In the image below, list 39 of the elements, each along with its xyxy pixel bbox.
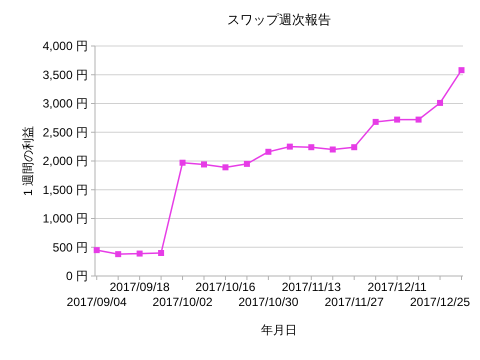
point [308,144,314,150]
point [416,116,422,123]
y-tick-label: 0 円 [66,269,88,283]
point [158,250,164,256]
y-tick-label: 1,500 円 [42,182,88,197]
point [94,247,100,254]
y-tick-label: 3,000 円 [42,96,88,110]
point [351,144,358,150]
x-tick-label: 2017/09/04 [66,295,128,309]
point [244,160,250,167]
point [394,116,400,123]
x-tick-label: 2017/10/30 [238,295,299,309]
x-tick-label: 2017/09/18 [110,280,170,294]
y-tick-label: 4,000 円 [42,39,88,53]
x-axis-title: 年月日 [261,323,297,337]
x-tick-label: 2017/12/11 [368,280,428,294]
y-axis-title: 1 週間の利益 [21,126,35,196]
point [222,164,228,170]
x-tick-label: 2017/11/27 [324,295,384,309]
chart-title: スワップ週次報告 [227,12,331,27]
point [330,146,336,152]
point [180,160,186,166]
y-tick-label: 2,500 円 [42,125,88,140]
point [265,148,272,155]
point [286,144,293,150]
point [372,118,379,125]
point [136,250,143,257]
x-tick-label: 2017/10/16 [195,280,256,294]
x-tick-label: 2017/10/02 [152,295,213,309]
point [115,251,122,258]
y-tick-label: 2,000 円 [42,154,88,168]
point [201,161,208,168]
point [437,100,444,106]
x-tick-label: 2017/11/13 [282,280,342,294]
point [458,67,464,74]
x-tick-label: 2017/12/25 [410,295,470,309]
y-tick-label: 1,000 円 [42,212,88,226]
y-tick-label: 3,500 円 [42,68,88,82]
y-tick-label: 500 円 [52,240,88,254]
